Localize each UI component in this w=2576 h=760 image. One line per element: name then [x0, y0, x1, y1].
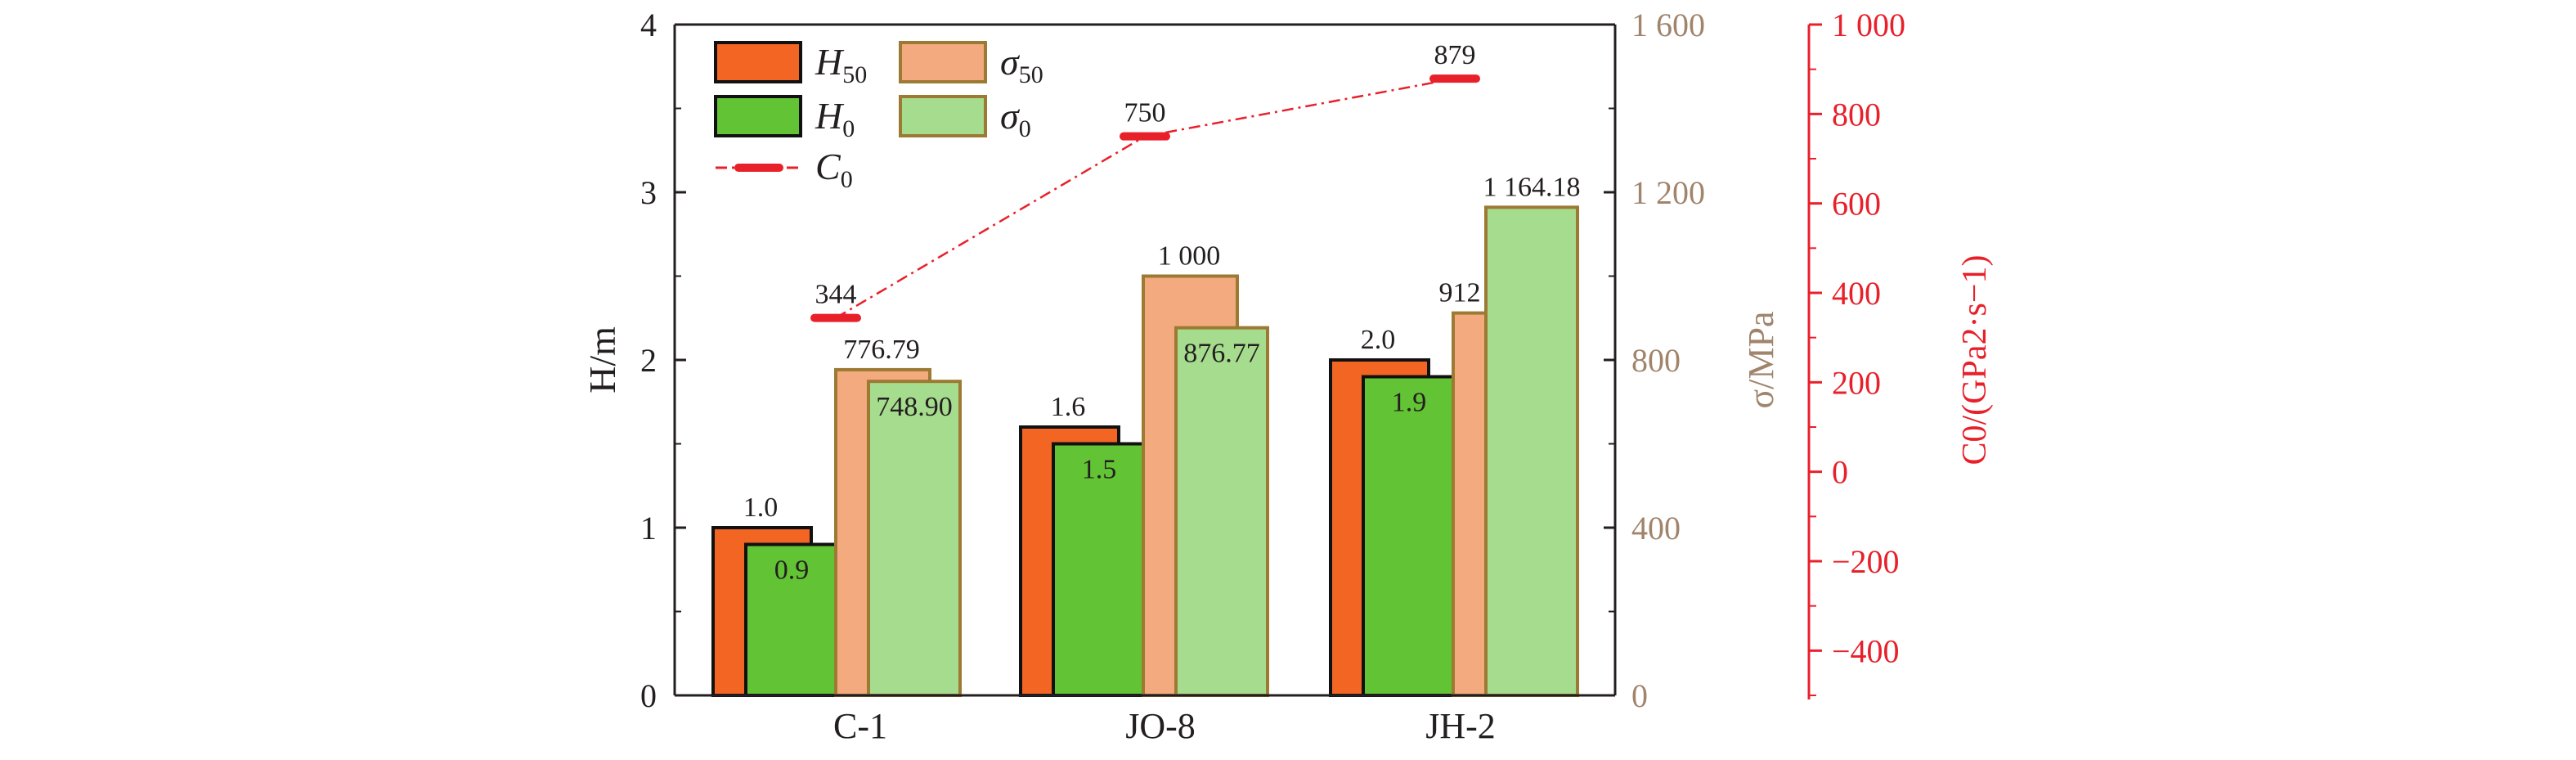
legend-label-main: C	[815, 146, 841, 187]
legend-item-h50: H50	[714, 41, 867, 88]
right-axis-title: C0/(GPa2·s−1)	[1956, 254, 1994, 465]
legend-label-h50: H50	[815, 41, 867, 88]
bar-H0-jh-2	[1362, 375, 1456, 697]
c0-line-layer	[810, 74, 1480, 322]
legend-item-h0: H0	[714, 95, 855, 142]
bar-H0-jo-8	[1052, 442, 1147, 697]
right-axis-tick-label: −200	[1832, 543, 1900, 580]
bar-s0-c-1	[867, 380, 962, 697]
bar-H0-c-1	[744, 542, 839, 697]
left-axis-tick-label: 2	[640, 342, 657, 379]
right-axis-tick-label: 1 000	[1832, 7, 1905, 43]
left-axis-title: H/m	[581, 326, 623, 393]
middle-axis-tick-label: 800	[1631, 342, 1681, 379]
data-label-h0-jh-2: 1.9	[1392, 388, 1427, 418]
bars-layer	[711, 205, 1579, 698]
left-axis-tick-label: 1	[640, 510, 657, 546]
x-axis-category-label: JH-2	[1425, 706, 1496, 746]
legend-label-main: σ	[1000, 41, 1021, 83]
data-label-s50-c-1: 776.79	[843, 335, 920, 365]
legend-swatch-s0	[899, 95, 987, 137]
right-axis-tick-label: 600	[1832, 186, 1881, 223]
data-label-s50-jh-2: 912	[1439, 278, 1481, 308]
legend-label-sub: 0	[841, 166, 853, 193]
legend-label-sub: 50	[842, 61, 867, 88]
middle-axis-title: σ/MPa	[1741, 311, 1781, 408]
data-label-c0-jh-2: 879	[1434, 40, 1476, 70]
left-axis-tick-label: 4	[640, 7, 657, 43]
data-label-h50-jh-2: 2.0	[1361, 325, 1396, 355]
middle-axis-tick-label: 400	[1631, 510, 1681, 546]
legend-label-s50: σ50	[1000, 41, 1043, 88]
right-axis-tick-label: 400	[1832, 275, 1881, 312]
legend-item-s50: σ50	[899, 41, 1043, 88]
middle-axis-tick-label: 1 600	[1631, 7, 1705, 43]
data-label-c0-jo-8: 750	[1124, 98, 1166, 128]
legend-label-main: H	[815, 95, 845, 137]
legend-label-sub: 0	[1019, 115, 1031, 142]
legend-swatch-h50	[714, 41, 802, 83]
data-label-s0-c-1: 748.90	[876, 392, 953, 422]
data-label-s50-jo-8: 1 000	[1158, 241, 1221, 272]
x-axis-category-label: JO-8	[1125, 706, 1196, 746]
data-label-h0-c-1: 0.9	[774, 555, 810, 586]
legend-label-sub: 0	[842, 115, 855, 142]
legend-label-c0: C0	[815, 146, 853, 193]
legend-item-c0: C0	[716, 146, 853, 193]
data-label-h50-c-1: 1.0	[743, 492, 779, 523]
left-axis-tick-label: 3	[640, 174, 657, 211]
bar-s0-jo-8	[1174, 326, 1269, 697]
data-label-s0-jo-8: 876.77	[1183, 339, 1260, 369]
legend-label-main: H	[815, 41, 845, 83]
x-axis-category-label: C-1	[833, 706, 887, 746]
legend-item-s0: σ0	[899, 95, 1031, 142]
right-axis-tick-label: −400	[1832, 632, 1900, 669]
data-label-s0-jh-2: 1 164.18	[1483, 172, 1581, 202]
right-axis-tick-label: 0	[1832, 454, 1848, 491]
data-labels-layer: 1.0 0.9 776.79 748.90 1.6 1.5 1 000 876.77 2.0 1.…	[743, 40, 1581, 585]
data-label-c0-c-1: 344	[815, 280, 857, 310]
legend-label-sub: 50	[1019, 61, 1043, 88]
legend-label-h0: H0	[815, 95, 855, 142]
legend-label-main: σ	[1000, 95, 1021, 137]
axes-layer: 0 1 2 3 4 H/m 0 400 800 1 200 1 600 σ/MPa −400 −200 0 2…	[581, 7, 1994, 746]
legend-swatch-s50	[899, 41, 987, 83]
bar-s0-jh-2	[1484, 205, 1579, 698]
left-axis-tick-label: 0	[640, 677, 657, 714]
data-label-h0-jo-8: 1.5	[1082, 455, 1117, 485]
middle-axis-tick-label: 1 200	[1631, 174, 1705, 211]
right-axis-tick-label: 800	[1832, 96, 1881, 133]
right-axis-tick-label: 200	[1832, 364, 1881, 401]
middle-axis-tick-label: 0	[1631, 677, 1648, 714]
legend-label-s0: σ0	[1000, 95, 1031, 142]
legend-swatch-h0	[714, 95, 802, 137]
data-label-h50-jo-8: 1.6	[1051, 392, 1086, 422]
